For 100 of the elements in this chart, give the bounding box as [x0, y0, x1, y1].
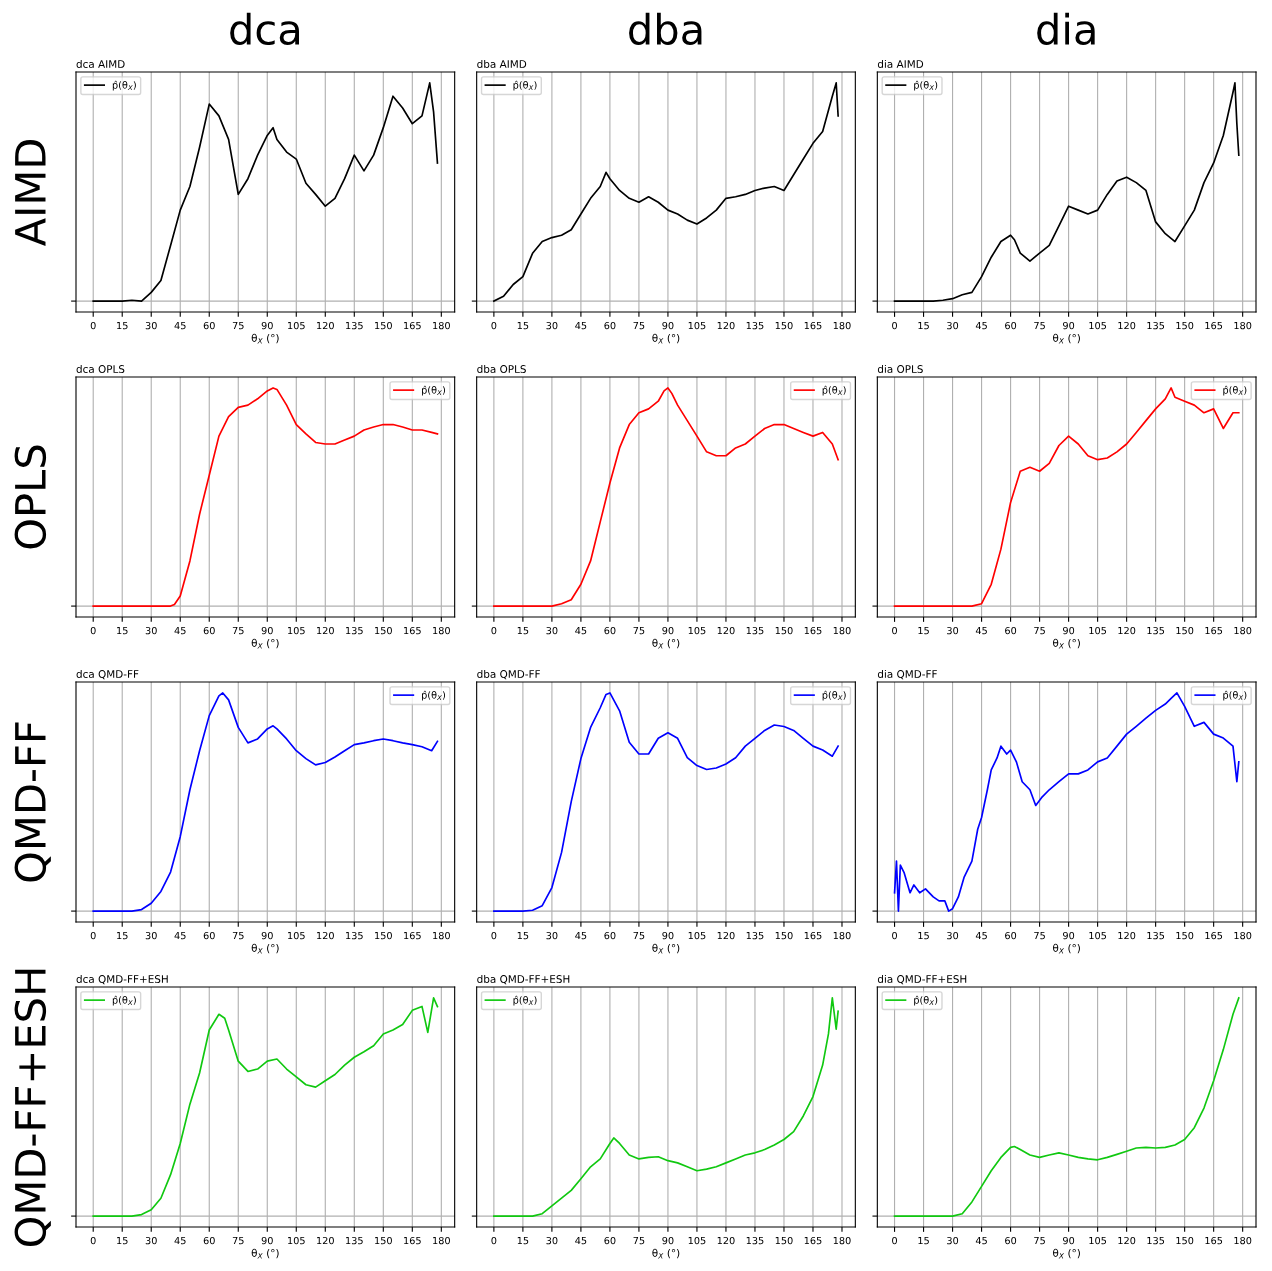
x-tick-label: 45: [174, 627, 186, 635]
x-axis-title: θ$_{X}$ (°): [251, 638, 279, 649]
x-tick-label: 180: [833, 1236, 851, 1245]
x-tick-label: 120: [1118, 626, 1136, 635]
chart-title: dca QMD-FF+ESH: [76, 974, 168, 985]
x-tick-label: 60: [604, 321, 616, 330]
x-tick-label: 105: [1089, 931, 1107, 940]
chart-title: dba QMD-FF: [477, 669, 540, 680]
x-axis-title: θ$_{X}$ (°): [652, 333, 680, 344]
x-tick-label: 165: [804, 931, 822, 940]
x-tick-label: 60: [203, 321, 215, 330]
x-tick-label: 15: [517, 627, 529, 635]
x-tick-label: 75: [633, 627, 645, 635]
x-tick-label: 150: [375, 931, 392, 940]
x-tick-label: 15: [918, 932, 929, 940]
x-tick-label: 0: [892, 931, 897, 940]
x-tick-label: 135: [746, 321, 764, 330]
x-tick-label: 0: [90, 931, 96, 940]
chart-title: dca AIMD: [76, 59, 125, 68]
x-tick-label: 15: [918, 627, 929, 635]
x-tick-label: 90: [1063, 931, 1075, 940]
x-tick-label: 0: [90, 1236, 96, 1245]
x-tick-label: 75: [232, 1237, 244, 1245]
x-tick-label: 120: [1118, 1236, 1136, 1245]
x-tick-label: 75: [232, 932, 244, 940]
x-axis-title: θ$_{X}$ (°): [1053, 638, 1080, 649]
x-tick-label: 15: [117, 322, 128, 330]
x-tick-label: 90: [261, 931, 273, 940]
x-tick-label: 15: [117, 627, 128, 635]
x-axis-title: θ$_{X}$ (°): [652, 943, 680, 954]
x-tick-label: 75: [1034, 322, 1045, 330]
x-tick-label: 120: [317, 931, 334, 940]
x-tick-label: 30: [546, 321, 558, 330]
x-tick-label: 45: [575, 1237, 587, 1245]
x-tick-label: 135: [346, 626, 363, 635]
x-tick-label: 90: [261, 321, 273, 330]
chart-title: dba OPLS: [477, 364, 526, 373]
x-tick-label: 165: [404, 626, 421, 635]
x-tick-label: 105: [1089, 626, 1107, 635]
x-tick-label: 60: [1005, 321, 1017, 330]
legend-label: p̂(θ$_{X}$): [112, 995, 136, 1006]
x-tick-label: 135: [746, 626, 764, 635]
x-tick-label: 90: [261, 626, 273, 635]
x-tick-label: 105: [688, 321, 706, 330]
x-tick-label: 120: [717, 626, 735, 635]
x-tick-label: 150: [375, 626, 392, 635]
text: QMD-FF: [14, 722, 51, 882]
x-tick-label: 45: [575, 932, 587, 940]
x-tick-label: 165: [804, 321, 822, 330]
x-tick-label: 135: [346, 931, 363, 940]
x-tick-label: 75: [232, 627, 244, 635]
x-tick-label: 45: [575, 322, 587, 330]
x-tick-label: 15: [517, 322, 529, 330]
x-tick-label: 150: [775, 626, 793, 635]
x-tick-label: 180: [833, 321, 851, 330]
x-tick-label: 165: [404, 931, 421, 940]
x-tick-label: 60: [1005, 931, 1017, 940]
x-tick-label: 60: [1005, 1236, 1017, 1245]
x-tick-label: 30: [947, 931, 959, 940]
x-tick-label: 90: [1063, 626, 1075, 635]
x-tick-label: 135: [1147, 321, 1165, 330]
x-tick-label: 0: [892, 1236, 897, 1245]
x-tick-label: 0: [491, 1236, 497, 1245]
x-axis-title: θ$_{X}$ (°): [652, 638, 680, 649]
x-tick-label: 45: [975, 627, 987, 635]
chart-title: dca QMD-FF: [76, 669, 139, 680]
x-tick-label: 135: [1147, 931, 1165, 940]
x-tick-label: 75: [1034, 627, 1045, 635]
x-tick-label: 30: [947, 626, 959, 635]
x-tick-label: 15: [918, 1237, 929, 1245]
x-tick-label: 0: [892, 626, 897, 635]
x-tick-label: 165: [404, 321, 421, 330]
x-tick-label: 135: [1147, 1236, 1165, 1245]
x-tick-label: 120: [317, 321, 334, 330]
x-tick-label: 90: [662, 1236, 674, 1245]
x-tick-label: 60: [203, 1236, 215, 1245]
x-tick-label: 30: [546, 1236, 558, 1245]
x-tick-label: 165: [1205, 626, 1223, 635]
x-tick-label: 150: [375, 1236, 392, 1245]
x-tick-label: 150: [775, 321, 793, 330]
legend-label: p̂(θ$_{X}$): [513, 80, 537, 91]
x-tick-label: 45: [975, 1237, 987, 1245]
x-axis-title: θ$_{X}$ (°): [251, 1248, 279, 1259]
x-tick-label: 105: [1089, 321, 1107, 330]
x-tick-label: 90: [662, 931, 674, 940]
x-axis-title: θ$_{X}$ (°): [1053, 333, 1080, 344]
x-tick-label: 60: [604, 626, 616, 635]
x-tick-label: 135: [746, 931, 764, 940]
x-tick-label: 30: [145, 931, 157, 940]
text: OPLS: [14, 445, 47, 549]
x-tick-label: 0: [90, 626, 96, 635]
chart-title: dba QMD-FF+ESH: [477, 974, 570, 985]
x-tick-label: 30: [546, 626, 558, 635]
x-tick-label: 120: [717, 1236, 735, 1245]
x-tick-label: 150: [775, 1236, 793, 1245]
x-tick-label: 75: [1034, 932, 1045, 940]
legend-label: p̂(θ$_{X}$): [112, 80, 136, 91]
x-tick-label: 30: [145, 321, 157, 330]
x-tick-label: 135: [346, 321, 363, 330]
x-tick-label: 60: [604, 931, 616, 940]
